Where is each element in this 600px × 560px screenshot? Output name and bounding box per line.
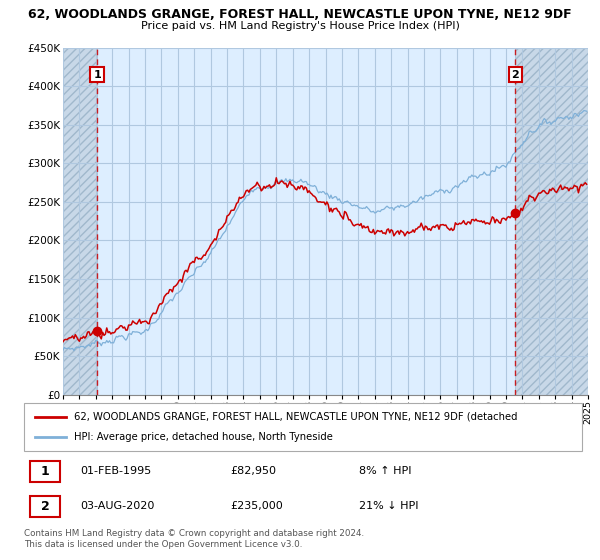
Bar	[63, 48, 97, 395]
Text: 2: 2	[512, 69, 520, 80]
Text: Contains HM Land Registry data © Crown copyright and database right 2024.
This d: Contains HM Land Registry data © Crown c…	[24, 529, 364, 549]
Text: 01-FEB-1995: 01-FEB-1995	[80, 466, 151, 476]
Text: 2: 2	[41, 500, 49, 512]
Bar	[29, 496, 60, 516]
Bar	[515, 48, 588, 395]
Text: £235,000: £235,000	[230, 501, 283, 511]
Text: 62, WOODLANDS GRANGE, FOREST HALL, NEWCASTLE UPON TYNE, NE12 9DF: 62, WOODLANDS GRANGE, FOREST HALL, NEWCA…	[28, 8, 572, 21]
Text: £82,950: £82,950	[230, 466, 277, 476]
Text: Price paid vs. HM Land Registry's House Price Index (HPI): Price paid vs. HM Land Registry's House …	[140, 21, 460, 31]
Text: 1: 1	[93, 69, 101, 80]
Text: 21% ↓ HPI: 21% ↓ HPI	[359, 501, 418, 511]
Bar	[29, 460, 60, 482]
Text: 03-AUG-2020: 03-AUG-2020	[80, 501, 154, 511]
Text: 8% ↑ HPI: 8% ↑ HPI	[359, 466, 412, 476]
Text: 1: 1	[41, 465, 49, 478]
Text: 62, WOODLANDS GRANGE, FOREST HALL, NEWCASTLE UPON TYNE, NE12 9DF (detached: 62, WOODLANDS GRANGE, FOREST HALL, NEWCA…	[74, 412, 518, 422]
Text: HPI: Average price, detached house, North Tyneside: HPI: Average price, detached house, Nort…	[74, 432, 333, 442]
